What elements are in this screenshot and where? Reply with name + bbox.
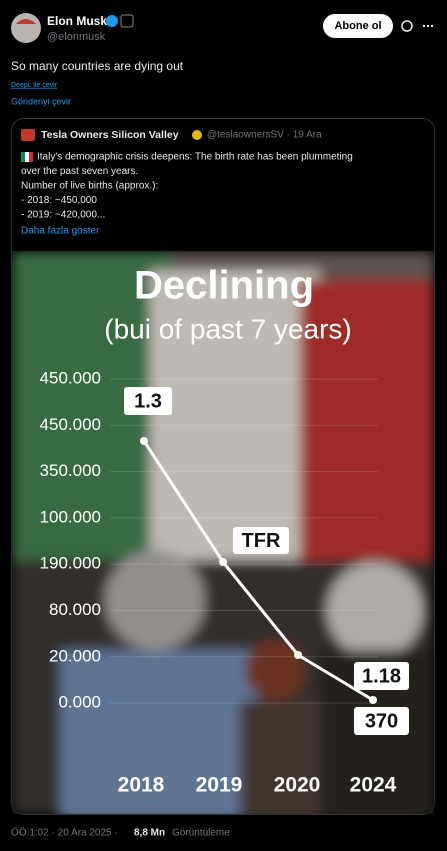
y-label: 190.000 [40, 554, 101, 573]
point-label: 1.3 [134, 390, 162, 412]
y-label: 100.000 [40, 507, 101, 526]
x-badge [120, 14, 134, 28]
verified-badge [106, 15, 118, 27]
trend-point [219, 558, 227, 566]
label-box [124, 387, 172, 415]
follow-button[interactable] [323, 14, 393, 38]
y-label: 350.000 [40, 461, 101, 480]
quote-line: - 2018: ~450,000 [21, 195, 97, 206]
point-label: 370 [365, 710, 398, 732]
y-label: 0.000 [58, 693, 101, 712]
quote-line: over the past seven years. [21, 166, 138, 177]
x-label: 2020 [274, 774, 321, 797]
point-label: TFR [242, 530, 281, 552]
show-more[interactable]: Daha fazla göster [21, 226, 100, 237]
more-icon[interactable] [422, 24, 434, 28]
trend-point [369, 696, 377, 704]
y-label: 450.000 [40, 415, 101, 434]
quote-avatar [21, 129, 35, 141]
trend-line [142, 440, 374, 702]
x-label: 2018 [118, 774, 165, 797]
avatar-hat [16, 19, 36, 24]
translate-link[interactable]: Gönderiyi çevir [11, 96, 71, 106]
follow-label[interactable]: Abone ol [334, 20, 381, 32]
quote-badge [192, 130, 202, 140]
image-title: Declining [134, 264, 314, 308]
author[interactable]: Elon Musk [47, 14, 107, 28]
avatar[interactable] [11, 13, 41, 43]
label-box [354, 707, 409, 735]
y-label: 450.000 [40, 368, 101, 387]
post-text: So many countries are dying out [11, 59, 184, 73]
quote-line: Number of live births (approx.): [21, 181, 158, 192]
x-label: 2019 [196, 774, 243, 797]
quote-image[interactable] [12, 251, 434, 820]
italy-flag-emoji [21, 152, 33, 162]
handle[interactable]: @elonmusk [47, 31, 106, 43]
y-label: 20.000 [49, 646, 101, 665]
views-count: 8,8 Mn [134, 828, 165, 839]
x-label: 2024 [350, 774, 397, 797]
y-label: 80.000 [49, 600, 101, 619]
label-box [354, 662, 409, 690]
deepl-link[interactable]: DeepL ile çevir [11, 82, 58, 89]
label-box [233, 527, 289, 554]
image-subtitle: (bui of past 7 years) [104, 313, 351, 344]
quote-handle[interactable]: @teslaownersSV · 19 Ara [207, 130, 322, 141]
quote-box[interactable] [11, 118, 435, 815]
point-label: 1.18 [362, 665, 401, 687]
trend-point [140, 437, 148, 445]
quote-author[interactable]: Tesla Owners Silicon Valley [41, 129, 179, 141]
grok-icon[interactable] [401, 20, 413, 32]
trend-point [294, 651, 302, 659]
views-label: Görüntüleme [172, 828, 230, 839]
quote-line: Italy's demographic crisis deepens: The … [37, 152, 353, 163]
quote-line: - 2019: ~420,000... [21, 210, 105, 221]
post-meta: ÖÖ 1:02 · 20 Ara 2025 · [11, 827, 118, 839]
